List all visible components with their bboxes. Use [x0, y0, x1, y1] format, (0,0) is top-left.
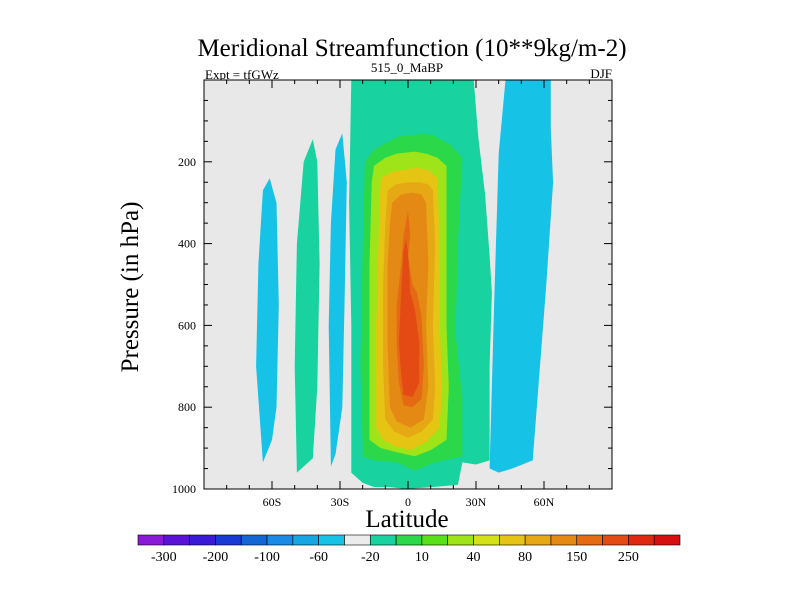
colorbar-box-0 [137, 534, 165, 546]
y-tick-label: 1000 [172, 482, 196, 496]
colorbar-box-2 [189, 534, 216, 546]
contour-region-0 [256, 178, 279, 463]
colorbar-box-11 [421, 534, 449, 546]
colorbar-box-1 [163, 534, 190, 546]
colorbar-label: 10 [415, 550, 429, 565]
season-label: DJF [590, 66, 612, 81]
colorbar-box-14 [499, 534, 526, 546]
colorbar-box-13 [473, 534, 500, 546]
colorbar-label: -100 [254, 550, 280, 565]
colorbar-box-10 [395, 534, 423, 546]
colorbar-box-15 [524, 534, 552, 546]
colorbar-box-7 [318, 534, 345, 546]
colorbar: -300 -200 -100 -60 -20 10 40 80 150 250 [137, 534, 681, 565]
colorbar-label: 250 [618, 550, 639, 565]
colorbar-label: -20 [361, 550, 380, 565]
contour-region-1 [294, 139, 320, 473]
colorbar-label: 80 [518, 550, 532, 565]
contour-region-11 [398, 239, 420, 397]
x-tick-label: 60N [534, 495, 555, 509]
colorbar-box-3 [215, 534, 242, 546]
y-tick-label: 600 [178, 318, 196, 332]
colorbar-box-12 [447, 534, 474, 546]
x-axis-label: Latitude [365, 506, 448, 533]
y-tick-label: 400 [178, 237, 196, 251]
x-tick-label: 60S [263, 495, 282, 509]
colorbar-box-8 [344, 534, 371, 546]
colorbar-label: -300 [151, 550, 177, 565]
x-tick-label: 30S [331, 495, 350, 509]
colorbar-box-5 [266, 534, 294, 546]
colorbar-box-19 [628, 534, 655, 546]
colorbar-box-17 [576, 534, 603, 546]
run-label: 515_0_MaBP [371, 60, 443, 75]
colorbar-box-20 [653, 534, 681, 546]
contour-layer [256, 80, 554, 489]
x-tick-label: 30N [466, 495, 487, 509]
contour-region-4 [489, 80, 554, 473]
experiment-label: Expt = tfGWz [205, 67, 279, 82]
contour-region-2 [328, 133, 347, 467]
colorbar-box-16 [550, 534, 578, 546]
y-tick-label: 200 [178, 155, 196, 169]
colorbar-box-4 [240, 534, 268, 546]
chart-title: Meridional Streamfunction (10**9kg/m-2) [197, 35, 626, 62]
y-tick-label: 800 [178, 400, 196, 414]
colorbar-box-9 [369, 534, 397, 546]
colorbar-box-6 [292, 534, 319, 546]
colorbar-box-18 [602, 534, 629, 546]
y-axis-label: Pressure (in hPa) [117, 202, 144, 373]
colorbar-label: 150 [566, 550, 587, 565]
colorbar-label: -60 [309, 550, 328, 565]
colorbar-label: -200 [203, 550, 229, 565]
axis-ticks: 60S 30S 0 30N 60N 200 400 600 800 1000 [172, 80, 612, 509]
x-tick-label: 0 [405, 495, 411, 509]
colorbar-label: 40 [467, 550, 481, 565]
